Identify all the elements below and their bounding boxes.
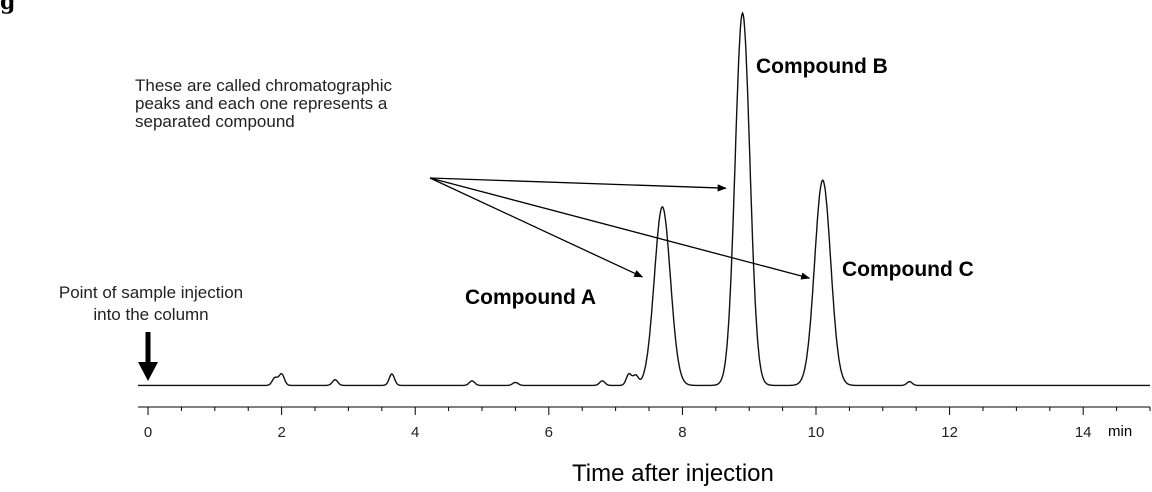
x-axis-title: Time after injection <box>572 460 774 487</box>
x-tick-label: 8 <box>678 424 686 441</box>
annotation-arrow <box>429 177 727 192</box>
annotation-line: These are called chromatographic <box>135 76 393 95</box>
figure-title-fragment: g <box>0 0 16 15</box>
chromatogram-trace <box>138 11 1150 387</box>
x-tick-label: 2 <box>277 424 285 441</box>
peak-label-compound-a: Compound A <box>465 286 597 309</box>
annotation-line: separated compound <box>135 112 295 131</box>
x-axis: 0 2 4 6 8 10 12 14 <box>138 406 1151 441</box>
x-tick-label: 0 <box>144 424 152 441</box>
annotation-arrow <box>429 177 811 280</box>
chromatogram-trace-group <box>138 11 1150 387</box>
injection-label-line: into the column <box>93 305 209 324</box>
injection-arrow <box>138 332 159 381</box>
injection-arrow-head <box>138 362 159 381</box>
annotation-text: These are called chromatographic peaks a… <box>135 77 392 131</box>
x-tick-label: 10 <box>808 424 825 441</box>
x-tick-label: 6 <box>545 424 553 441</box>
annotation-line: peaks and each one represents a <box>135 94 388 113</box>
peak-label-compound-b: Compound B <box>756 55 888 78</box>
x-tick-label: 14 <box>1075 424 1092 441</box>
injection-label: Point of sample injection into the colum… <box>6 282 296 326</box>
annotation-arrows <box>429 177 811 280</box>
x-tick-label: 4 <box>411 424 419 441</box>
injection-arrow-shaft <box>145 332 151 364</box>
annotation-arrow <box>429 177 644 278</box>
x-tick-label: 12 <box>941 424 958 441</box>
peak-label-compound-c: Compound C <box>842 258 974 281</box>
injection-label-line: Point of sample injection <box>58 283 244 302</box>
x-axis-unit: min <box>1108 423 1133 440</box>
